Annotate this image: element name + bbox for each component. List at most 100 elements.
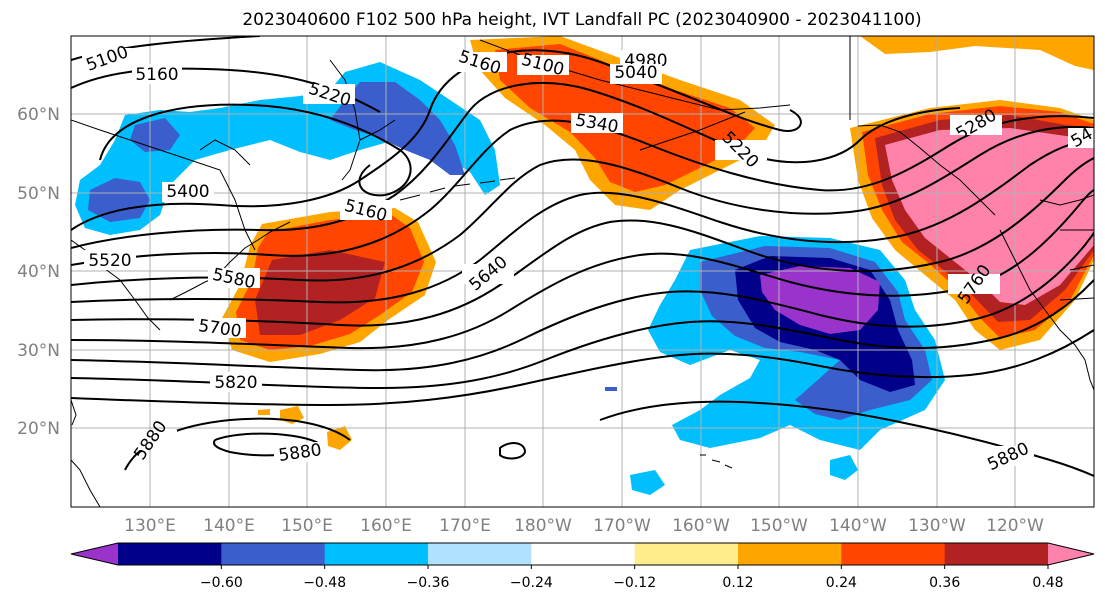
ivt-negative-north-mid xyxy=(330,82,465,175)
colorbar-segment xyxy=(841,543,946,565)
colorbar-tick-label: −0.24 xyxy=(510,575,553,591)
colorbar-segment xyxy=(324,543,429,565)
contour-label-bg xyxy=(210,372,262,392)
lon-label: 120°W xyxy=(986,516,1044,536)
contour-label-bg xyxy=(162,182,214,202)
colorbar-tick-label: −0.48 xyxy=(303,575,346,591)
contour-label-bg xyxy=(715,140,767,160)
ivt-negative-north-west2 xyxy=(130,118,180,152)
colorbar-segment xyxy=(634,543,739,565)
ivt-negative-north-west xyxy=(88,178,150,222)
lon-label: 140°E xyxy=(203,516,255,536)
map-panel: 5100 5160 5220 4980 5040 5160 5100 5340 … xyxy=(70,35,1096,508)
contour-line xyxy=(71,49,802,231)
contour-line xyxy=(71,329,1094,407)
colorbar-tick-label: 0.12 xyxy=(722,575,753,591)
map-frame xyxy=(70,35,1095,508)
ivt-positive-blob-3 xyxy=(258,409,270,415)
ivt-negative-blob-3 xyxy=(605,387,617,391)
coastline-japan xyxy=(169,221,291,301)
contour-label-bg xyxy=(1068,128,1094,148)
colorbar-tick-label: −0.12 xyxy=(613,575,656,591)
lon-label: 130°E xyxy=(124,516,176,536)
ivt-positive-alaska-mid xyxy=(495,44,755,192)
ivt-positive-northeast xyxy=(860,36,1094,70)
contour-label: 5400 xyxy=(166,182,209,202)
contour-line xyxy=(71,231,1094,372)
colorbar-tick-label: −0.36 xyxy=(407,575,450,591)
contour-line xyxy=(71,115,1094,266)
colorbar-ticks: −0.60 −0.48 −0.36 −0.24 −0.12 0.12 0.24 0.36 0.4… xyxy=(200,565,1064,591)
contour-label: 5160 xyxy=(135,65,178,85)
contour-label-bg xyxy=(462,264,514,284)
ivt-negative-blob-2 xyxy=(830,455,858,480)
colorbar: −0.60 −0.48 −0.36 −0.24 −0.12 0.12 0.24 0.36 0.4… xyxy=(70,542,1095,591)
contour-label-bg xyxy=(571,113,623,133)
contour-label: 5520 xyxy=(88,251,131,271)
contour-label: 5820 xyxy=(214,373,257,393)
contour-label-bg xyxy=(517,55,569,75)
lon-label: 130°W xyxy=(908,516,966,536)
contour-label-bg xyxy=(194,318,246,338)
contour-label-bg xyxy=(948,274,1000,294)
colorbar-segment xyxy=(221,543,326,565)
colorbar-tick-label: 0.36 xyxy=(929,575,960,591)
colorbar-tick-label: −0.60 xyxy=(200,575,243,591)
contour-label-bg xyxy=(950,115,1002,135)
colorbar-extend-high xyxy=(1048,543,1094,565)
lat-label: 30°N xyxy=(17,341,60,361)
height-contours xyxy=(71,36,1094,477)
latitude-labels: 60°N 50°N 40°N 30°N 20°N xyxy=(17,105,60,439)
contour-label-bg xyxy=(982,446,1034,466)
contour-label-bg xyxy=(208,268,260,288)
ivt-negative-blob-1 xyxy=(630,470,665,495)
contour-label-bg xyxy=(610,64,662,84)
lon-label: 140°W xyxy=(829,516,887,536)
contour-label-bg xyxy=(274,442,326,462)
figure-title: 2023040600 F102 500 hPa height, IVT Land… xyxy=(242,10,921,30)
contour-line xyxy=(71,140,1094,304)
contour-label-bg xyxy=(125,430,177,450)
colorbar-segment xyxy=(738,543,842,565)
contour-label-bg xyxy=(84,250,136,270)
coastline-kamchatka xyxy=(329,59,396,181)
colorbar-segment xyxy=(944,543,1049,565)
lon-label: 160°E xyxy=(360,516,412,536)
colorbar-segments xyxy=(71,543,1094,565)
longitude-labels: 130°E 140°E 150°E 160°E 170°E 180°W 170°… xyxy=(124,516,1044,536)
coastline-aleutians xyxy=(399,177,516,201)
contour-line xyxy=(599,400,1094,477)
contour-line xyxy=(71,189,1094,350)
lon-label: 170°W xyxy=(593,516,651,536)
contour-label-bg xyxy=(82,48,132,68)
colorbar-segment xyxy=(531,543,636,565)
contour-line xyxy=(499,442,527,460)
ivt-positive-blob-1 xyxy=(327,426,352,450)
contour-line xyxy=(71,81,961,249)
lat-label: 40°N xyxy=(17,262,60,282)
contour-line xyxy=(99,103,412,197)
colorbar-segment xyxy=(118,543,222,565)
lon-label: 150°W xyxy=(750,516,808,536)
lon-label: 180°W xyxy=(514,516,572,536)
lat-label: 50°N xyxy=(17,184,60,204)
contour-label-bg xyxy=(455,52,507,72)
contour-label-bg xyxy=(132,64,182,84)
coastline-hawaii xyxy=(700,454,733,469)
colorbar-tick-label: 0.48 xyxy=(1032,575,1063,591)
contour-label-bg xyxy=(340,200,392,220)
lon-label: 150°E xyxy=(281,516,333,536)
colorbar-outline xyxy=(70,542,1095,566)
lon-label: 170°E xyxy=(439,516,491,536)
lon-label: 160°W xyxy=(672,516,730,536)
contour-label-bg xyxy=(303,84,355,104)
contour-line xyxy=(71,125,1094,286)
colorbar-extend-low xyxy=(71,543,118,565)
contour-line xyxy=(71,279,1094,390)
lat-label: 60°N xyxy=(17,105,60,125)
lat-label: 20°N xyxy=(17,419,60,439)
colorbar-segment xyxy=(428,543,532,565)
colorbar-tick-label: 0.24 xyxy=(826,575,857,591)
contour-line xyxy=(71,157,1094,327)
